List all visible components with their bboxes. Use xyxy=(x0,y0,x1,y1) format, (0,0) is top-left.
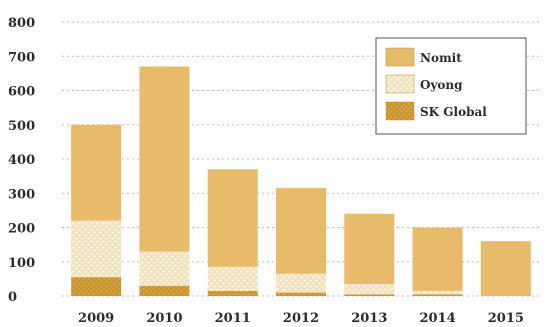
y-tick-label: 800 xyxy=(8,16,35,31)
y-tick-label: 700 xyxy=(8,50,35,65)
bars xyxy=(71,66,531,296)
x-tick-label: 2014 xyxy=(419,311,455,326)
bar-segment xyxy=(344,294,395,296)
x-axis-ticks: 2009 2010 2011 2012 2013 2014 2015 xyxy=(78,311,524,326)
y-tick-label: 400 xyxy=(8,153,35,168)
bar-segment xyxy=(344,213,395,285)
x-tick-label: 2009 xyxy=(78,311,114,326)
bar-segment xyxy=(139,285,190,296)
bar-segment xyxy=(276,292,326,296)
bar-segment xyxy=(139,251,190,286)
x-tick-label: 2012 xyxy=(283,311,319,326)
legend: Nomit Oyong SK Global xyxy=(375,37,527,135)
y-tick-label: 600 xyxy=(8,85,35,100)
y-tick-label: 0 xyxy=(8,290,17,305)
bar-segment xyxy=(276,188,326,274)
bar-segment xyxy=(276,273,326,293)
bar-segment xyxy=(412,290,463,295)
legend-swatch xyxy=(385,101,415,121)
y-tick-label: 500 xyxy=(8,119,35,134)
legend-label: Nomit xyxy=(420,51,462,65)
bar-segment xyxy=(71,124,122,221)
x-tick-label: 2011 xyxy=(215,311,251,326)
bar-segment xyxy=(412,294,463,296)
bar-segment xyxy=(207,290,258,296)
x-tick-label: 2015 xyxy=(488,311,524,326)
bar-segment xyxy=(139,66,190,252)
x-tick-label: 2013 xyxy=(351,311,387,326)
bar-segment xyxy=(480,241,531,296)
legend-label: SK Global xyxy=(420,105,487,119)
legend-swatch xyxy=(385,74,415,94)
bar-segment xyxy=(344,284,395,295)
legend-swatch xyxy=(385,47,415,67)
bar-segment xyxy=(71,220,122,278)
legend-label: Oyong xyxy=(420,78,463,92)
bar-segment xyxy=(207,169,258,267)
x-tick-label: 2010 xyxy=(146,311,182,326)
bar-segment xyxy=(71,277,122,296)
y-tick-label: 100 xyxy=(8,256,35,271)
y-axis-ticks: 0 100 200 300 400 500 600 700 800 xyxy=(8,16,35,305)
y-tick-label: 200 xyxy=(8,222,35,237)
bar-segment xyxy=(412,227,463,291)
bar-segment xyxy=(207,266,258,291)
y-tick-label: 300 xyxy=(8,187,35,202)
